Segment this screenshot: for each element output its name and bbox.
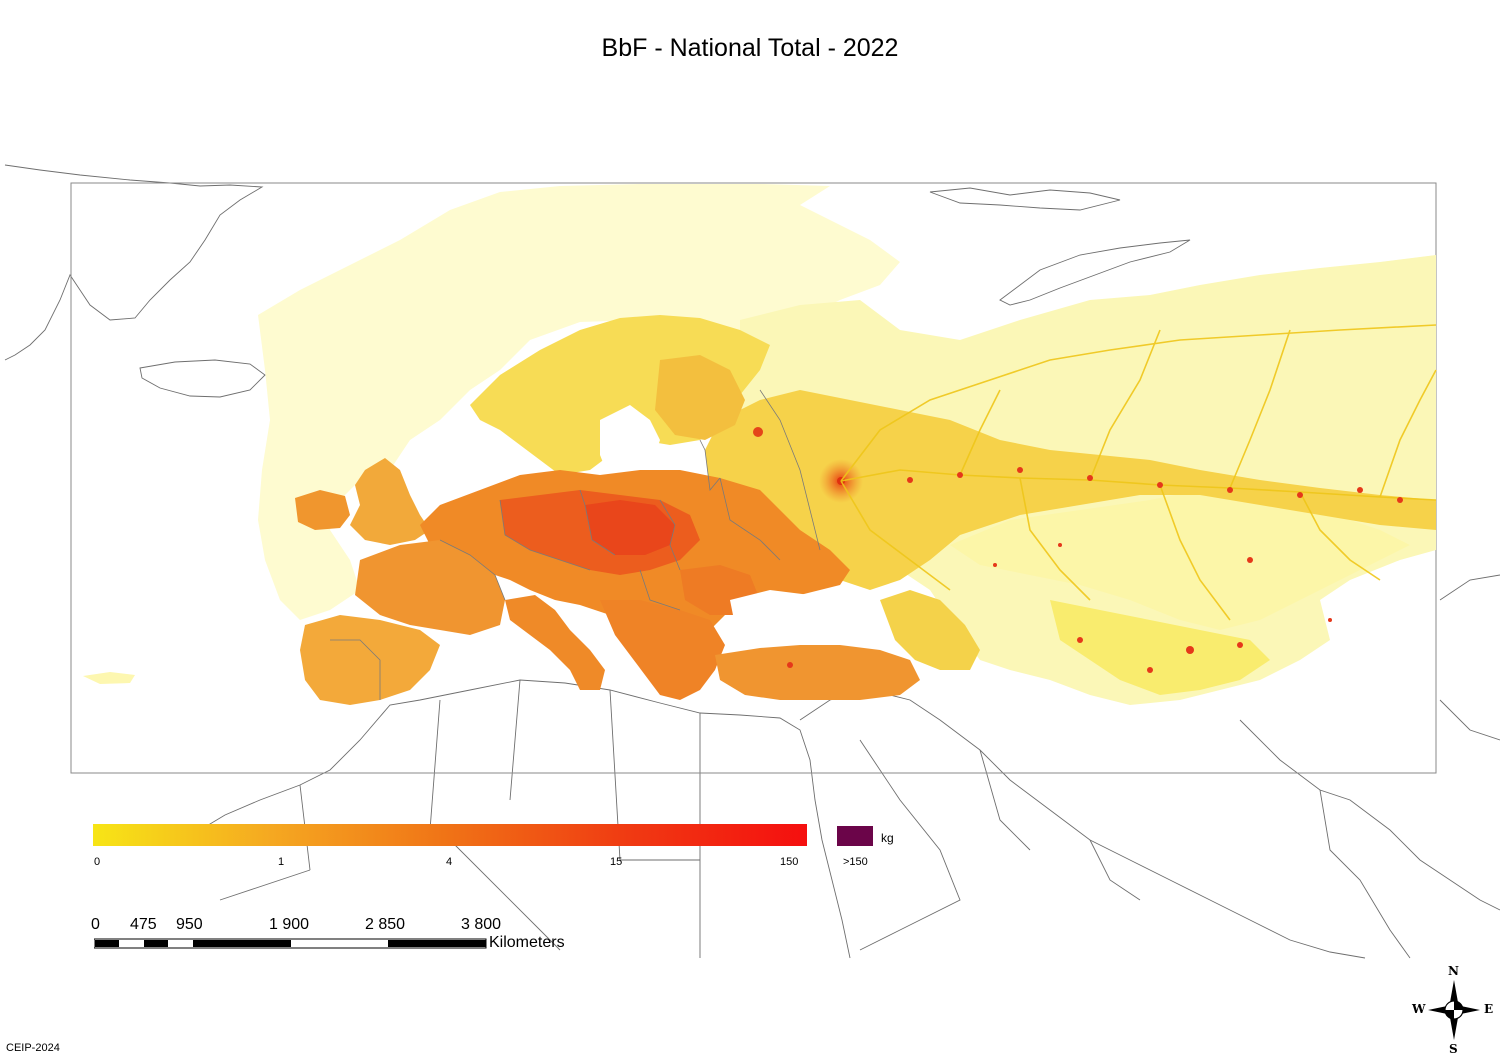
compass-rose-icon xyxy=(1428,980,1480,1040)
black-sea xyxy=(730,590,870,648)
caucasus-region xyxy=(880,590,980,670)
novaya-zemlya-outline xyxy=(999,239,1191,306)
iberia-region xyxy=(300,615,440,705)
central-asia-south xyxy=(1050,600,1270,695)
scale-label-3800: 3 800 xyxy=(461,916,502,933)
legend-tick-0: 0 xyxy=(94,856,101,868)
baltic-sea xyxy=(600,405,660,490)
arabia-lines xyxy=(859,739,1141,951)
compass-n: N xyxy=(1448,964,1459,978)
legend-tick-4: 4 xyxy=(446,856,453,868)
scale-bar xyxy=(94,938,487,949)
south-asia-outline xyxy=(1239,574,1500,959)
legend-tick-150: 150 xyxy=(780,856,799,868)
azores-area xyxy=(83,672,135,684)
scale-label-0: 0 xyxy=(91,916,100,933)
great-britain-region xyxy=(350,458,430,545)
compass-w: W xyxy=(1412,1002,1426,1016)
middle-east-outline xyxy=(799,689,1366,959)
compass-e: E xyxy=(1484,1002,1494,1016)
kazakhstan-region xyxy=(950,490,1410,630)
credit-text: CEIP-2024 xyxy=(6,1042,60,1054)
emission-corridors xyxy=(840,324,1437,621)
compass-s: S xyxy=(1449,1042,1458,1056)
scale-label-950: 950 xyxy=(176,916,203,933)
legend-color-bar xyxy=(93,824,807,846)
scale-unit: Kilometers xyxy=(489,934,565,951)
greenland-outline xyxy=(4,164,264,361)
north-arrow: N W E S xyxy=(1410,962,1496,1058)
ocean-low-emission-area xyxy=(258,184,900,620)
european-russia-region xyxy=(705,390,1436,590)
legend-tick-overflow: >150 xyxy=(843,856,868,868)
map-title: BbF - National Total - 2022 xyxy=(601,34,899,62)
franz-josef-outline xyxy=(929,187,1121,211)
poland-core xyxy=(585,500,675,555)
legend-overflow-swatch xyxy=(837,826,873,846)
st-petersburg-hotspot xyxy=(753,427,763,437)
legend-tick-15: 15 xyxy=(610,856,623,868)
scale-label-1900: 1 900 xyxy=(269,916,310,933)
scale-label-2850: 2 850 xyxy=(365,916,406,933)
scale-label-475: 475 xyxy=(130,916,157,933)
finland-region xyxy=(655,355,745,440)
iceland-outline xyxy=(139,359,266,398)
france-region xyxy=(355,540,505,635)
italy-region xyxy=(505,595,605,690)
balkans-region xyxy=(600,600,725,700)
country-borders xyxy=(330,389,821,700)
legend-tick-1: 1 xyxy=(278,856,285,868)
ireland-region xyxy=(295,490,350,530)
urban-hotspots xyxy=(787,467,1403,673)
legend-unit: kg xyxy=(881,831,894,845)
turkey-region xyxy=(715,645,920,700)
